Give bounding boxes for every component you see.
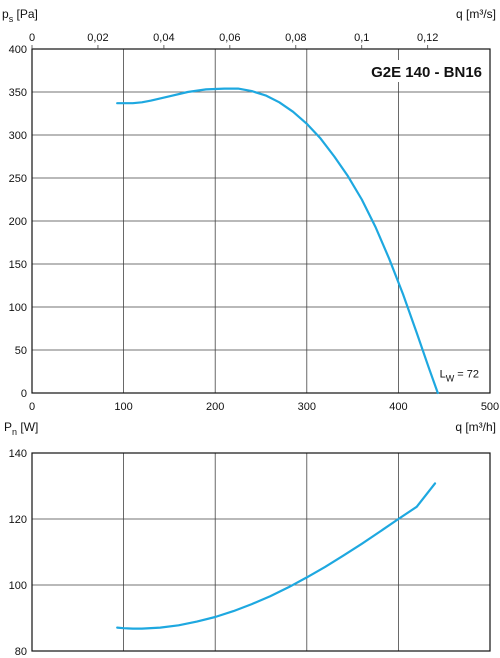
x2-tick-label: 0: [29, 32, 35, 44]
x-tick-label: 500: [481, 401, 499, 413]
sound-power-annotation-rest: = 72: [454, 369, 479, 381]
top-y-axis-label-sub: s: [9, 14, 14, 24]
x2-tick-label: 0,04: [153, 32, 174, 44]
bottom-y-axis-label-main: P: [4, 420, 12, 434]
x2-tick-label: 0,12: [417, 32, 438, 44]
bottom-plot-frame: [31, 452, 491, 652]
bottom-y-axis-label-sub: n: [12, 427, 17, 437]
top-y-axis-label-unit: [Pa]: [13, 7, 38, 21]
top-y-tick-label: 100: [9, 302, 27, 314]
x-tick-label: 100: [114, 401, 132, 413]
chart-title: G2E 140 - BN16: [371, 64, 482, 81]
sound-power-annotation-main: L: [440, 369, 446, 381]
sound-power-annotation-sub: W: [446, 374, 455, 384]
x-axis-label: q [m³/h]: [455, 420, 496, 434]
x2-axis-label: q [m³/s]: [456, 7, 496, 21]
x2-tick-label: 0,06: [219, 32, 240, 44]
top-y-tick-label: 200: [9, 216, 27, 228]
bottom-y-axis-label: Pn [W]: [4, 420, 38, 437]
sound-power-annotation: LW = 72: [440, 369, 479, 384]
pressure-curve-0: [116, 87, 439, 395]
top-y-tick-label: 0: [21, 388, 27, 400]
top-y-tick-label: 150: [9, 259, 27, 271]
bottom-y-tick-label: 80: [15, 646, 27, 658]
top-y-tick-label: 50: [15, 345, 27, 357]
chart-title-background: [343, 60, 483, 82]
x-tick-label: 0: [29, 401, 35, 413]
power-curve-0: [116, 482, 437, 630]
x2-tick-label: 0,1: [354, 32, 369, 44]
x-tick-label: 400: [389, 401, 407, 413]
bottom-y-tick-label: 100: [9, 580, 27, 592]
top-y-tick-label: 300: [9, 130, 27, 142]
x2-tick-label: 0,08: [285, 32, 306, 44]
x-tick-label: 200: [206, 401, 224, 413]
top-y-tick-label: 250: [9, 173, 27, 185]
top-y-tick-label: 400: [9, 44, 27, 56]
bottom-y-axis-label-unit: [W]: [17, 420, 38, 434]
top-y-axis-label-main: p: [2, 7, 9, 21]
top-y-tick-label: 350: [9, 87, 27, 99]
bottom-y-tick-label: 140: [9, 448, 27, 460]
top-y-axis-label: ps [Pa]: [2, 7, 38, 24]
top-plot-frame: [31, 48, 491, 394]
x2-tick-label: 0,02: [87, 32, 108, 44]
x-tick-label: 300: [298, 401, 316, 413]
bottom-y-tick-label: 120: [9, 514, 27, 526]
